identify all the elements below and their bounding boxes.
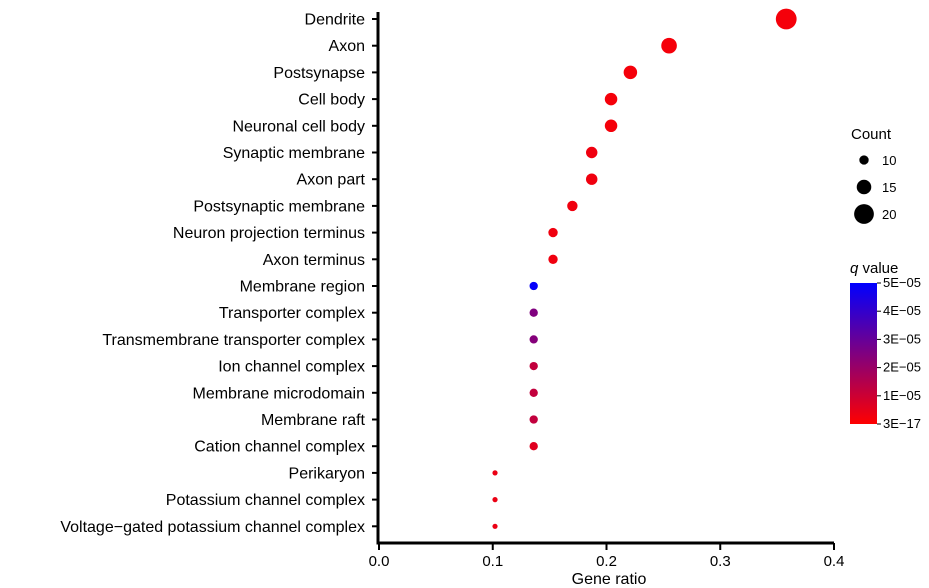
data-point xyxy=(661,37,677,54)
data-point xyxy=(529,442,538,451)
data-point xyxy=(529,335,538,344)
data-point xyxy=(585,173,598,185)
color-scale-label: 2E−05 xyxy=(883,360,921,375)
y-tick-label: Voltage−gated potassium channel complex xyxy=(60,519,365,536)
data-point xyxy=(529,361,538,371)
color-scale-label: 3E−05 xyxy=(883,331,921,346)
y-tick-label: Neuron projection terminus xyxy=(173,225,365,242)
data-point xyxy=(492,523,498,529)
y-tick-label: Transporter complex xyxy=(219,305,365,322)
x-tick-label: 0.2 xyxy=(596,553,617,570)
data-point xyxy=(529,415,538,424)
y-tick-label: Potassium channel complex xyxy=(166,492,365,509)
data-point xyxy=(529,388,538,397)
y-tick-label: Postsynaptic membrane xyxy=(193,198,365,215)
y-tick-label: Synaptic membrane xyxy=(223,145,365,162)
data-point xyxy=(529,308,538,317)
data-point xyxy=(548,254,558,264)
y-tick-label: Dendrite xyxy=(305,12,366,29)
data-point xyxy=(492,470,498,476)
size-legend-dot xyxy=(856,179,872,195)
data-point xyxy=(604,119,618,133)
color-legend-title: q value xyxy=(850,260,898,277)
y-tick-label: Ion channel complex xyxy=(218,359,365,376)
y-tick-label: Neuronal cell body xyxy=(232,118,365,135)
data-point xyxy=(623,65,638,80)
color-scale-label: 1E−05 xyxy=(883,388,921,403)
x-tick-label: 0.3 xyxy=(710,553,731,570)
y-tick-label: Membrane microdomain xyxy=(192,385,365,402)
size-legend-dot xyxy=(859,155,869,165)
size-legend-label: 10 xyxy=(882,153,896,168)
y-tick-label: Cation channel complex xyxy=(194,439,365,456)
data-point xyxy=(775,8,797,30)
y-tick-label: Membrane raft xyxy=(261,412,366,429)
color-scale-bar xyxy=(850,283,877,424)
x-axis-title: Gene ratio xyxy=(572,571,647,588)
y-tick-label: Cell body xyxy=(298,92,365,109)
plot-area: Dendrite Axon Postsynapse Cell body Neuronal… xyxy=(60,8,845,570)
data-point xyxy=(548,227,558,238)
data-point xyxy=(604,92,618,106)
y-tick-label: Axon part xyxy=(297,172,366,189)
data-point xyxy=(567,200,578,212)
x-tick-label: 0.1 xyxy=(482,553,503,570)
y-tick-label: Axon terminus xyxy=(263,252,365,269)
y-tick-label: Transmembrane transporter complex xyxy=(102,332,365,349)
legend: Count 10 15 20 q value 3E−17 1E−05 2E−05 3E−05 4E… xyxy=(850,126,921,431)
size-legend-title: Count xyxy=(851,126,892,143)
data-point xyxy=(492,497,498,503)
y-tick-label: Perikaryon xyxy=(289,465,365,482)
x-tick-label: 0.4 xyxy=(824,553,845,570)
data-point xyxy=(529,281,538,291)
y-tick-label: Membrane region xyxy=(240,279,365,296)
x-tick-label: 0.0 xyxy=(369,553,390,570)
size-legend-dot xyxy=(854,204,874,224)
size-legend-label: 20 xyxy=(882,207,896,222)
color-scale-label: 5E−05 xyxy=(883,275,921,290)
data-point xyxy=(585,146,598,159)
y-tick-label: Axon xyxy=(329,38,365,55)
y-tick-label: Postsynapse xyxy=(273,65,365,82)
color-scale-label: 4E−05 xyxy=(883,303,921,318)
color-scale-label: 3E−17 xyxy=(883,416,921,431)
color-legend-title-rest: value xyxy=(858,260,898,277)
color-legend-title-italic: q xyxy=(850,260,859,277)
size-legend-label: 15 xyxy=(882,180,896,195)
